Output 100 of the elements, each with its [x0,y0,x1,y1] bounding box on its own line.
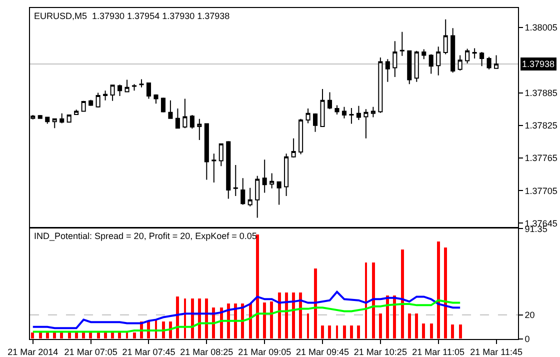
bar [379,314,382,339]
x-tick-label: 21 Mar 11:45 [470,346,522,357]
bar [60,332,63,339]
candlestick [218,142,224,167]
candlestick [52,118,57,129]
candlestick [204,122,209,180]
bar [82,332,85,339]
x-tick-label: 21 Mar 09:45 [296,346,350,357]
bar [278,292,281,339]
y-tick-label: 1.37765 [524,153,558,164]
candlestick [298,118,304,155]
candlestick [364,108,368,139]
x-tick-label: 21 Mar 11:05 [412,346,465,357]
bar [321,326,324,339]
candlestick [480,52,484,67]
bar [104,332,107,339]
candlestick [370,106,376,118]
candlestick [392,40,398,78]
candlestick [66,114,72,124]
candlestick [494,54,499,69]
x-tick-label: 21 Mar 07:05 [64,346,118,357]
bar [307,314,309,339]
bar [118,332,121,339]
bar [176,296,179,339]
candlestick [320,88,325,128]
y-tick-label: 1.38005 [524,22,558,33]
bar [314,268,317,339]
candlestick [160,97,166,113]
bar [451,324,454,339]
candlestick [400,31,404,56]
candlestick [240,178,246,206]
candlestick [154,94,158,104]
bar [459,324,462,339]
bar [415,314,418,339]
bar [336,326,338,339]
candlestick [465,48,470,64]
candlestick [190,114,194,130]
candlestick [356,105,361,120]
candlestick [168,100,173,120]
y-tick-label: 1.37825 [524,120,558,131]
candlestick [45,116,50,124]
bar [270,302,273,339]
candlestick [124,79,130,93]
x-tick-label: 21 Mar 07:45 [122,346,176,357]
line-series [32,290,462,330]
bar [249,304,252,339]
bar [350,326,353,339]
y-tick-label: 20 [524,310,535,320]
bar [46,332,49,339]
candlestick [110,84,115,102]
bar [198,298,201,339]
candlestick [270,172,274,189]
chart-title: IND_Potential: Spread = 20, Profit = 20, ExpKoef = 0.05 [34,231,257,241]
candlestick [212,153,216,183]
candlestick [38,114,42,120]
candlestick [182,98,188,129]
y-tick-label: 1.37885 [524,88,558,98]
ref-line-label: 1.37938 [522,59,555,69]
bar [126,332,128,339]
x-tick-label: 21 Mar 09:05 [238,346,292,357]
candlestick [60,112,64,124]
candlestick [407,50,412,85]
bar [430,324,433,339]
bar [408,314,411,339]
candlestick [385,58,390,82]
candlestick [291,138,296,158]
candlestick [255,175,260,218]
candlestick [306,108,310,124]
x-tick-label: 21 Mar 08:25 [180,346,234,357]
bar [53,332,56,339]
candlestick [422,48,426,60]
y-tick-label: 0 [524,334,530,344]
bar [68,332,71,339]
candlestick [88,99,94,106]
bar [256,234,259,339]
bar [372,262,375,339]
bar [184,298,186,339]
candlestick [139,78,144,88]
x-tick-label: 21 Mar 2014 [8,346,58,357]
chart-title: EURUSD,M5 1.37930 1.37954 1.37930 1.37938 [34,11,230,21]
candlestick [233,164,238,197]
candlestick [327,92,332,110]
bar [39,332,42,339]
candlestick [313,112,318,132]
bar [133,332,136,339]
candlestick [472,48,477,60]
candlestick [443,18,448,55]
candlestick [378,56,383,114]
candlestick [428,54,434,74]
bar [97,332,100,339]
bar [111,332,114,339]
candlestick [414,50,419,82]
bar [343,326,346,339]
bar [437,242,440,339]
candlestick [262,159,267,194]
bar [422,324,425,339]
line-series [32,299,462,333]
candlestick [248,187,252,207]
bar [357,326,360,339]
candlestick [118,84,122,97]
